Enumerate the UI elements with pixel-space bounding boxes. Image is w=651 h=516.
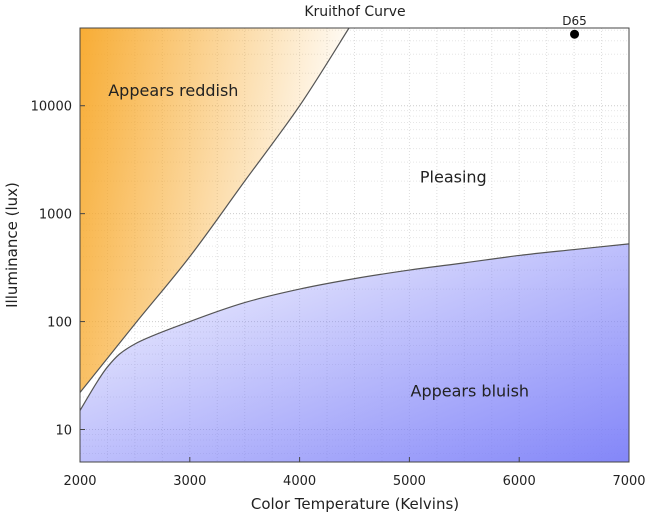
d65-label: D65 [562,14,587,28]
y-tick-label: 10000 [31,100,72,115]
y-tick-label: 100 [47,316,72,331]
x-tick-label: 2000 [63,474,96,489]
region-label: Pleasing [420,168,487,187]
plot-frame [79,27,630,463]
upper-boundary-curve [79,27,350,393]
x-tick-label: 5000 [393,474,426,489]
region-label: Appears bluish [411,381,530,400]
x-tick-label: 3000 [173,474,206,489]
lower-boundary-curve [79,243,630,411]
d65-point [570,29,580,39]
region-label: Appears reddish [108,81,238,100]
x-tick-label: 6000 [503,474,536,489]
y-axis-label: Illuminance (lux) [3,182,21,308]
x-tick-label: 4000 [283,474,316,489]
bluish-region [80,243,629,462]
chart-title: Kruithof Curve [304,4,405,20]
x-tick-label: 7000 [612,474,645,489]
x-axis-label: Color Temperature (Kelvins) [251,495,459,512]
y-tick-label: 1000 [39,208,72,223]
y-tick-label: 10 [55,424,72,439]
reddish-region [80,28,350,393]
